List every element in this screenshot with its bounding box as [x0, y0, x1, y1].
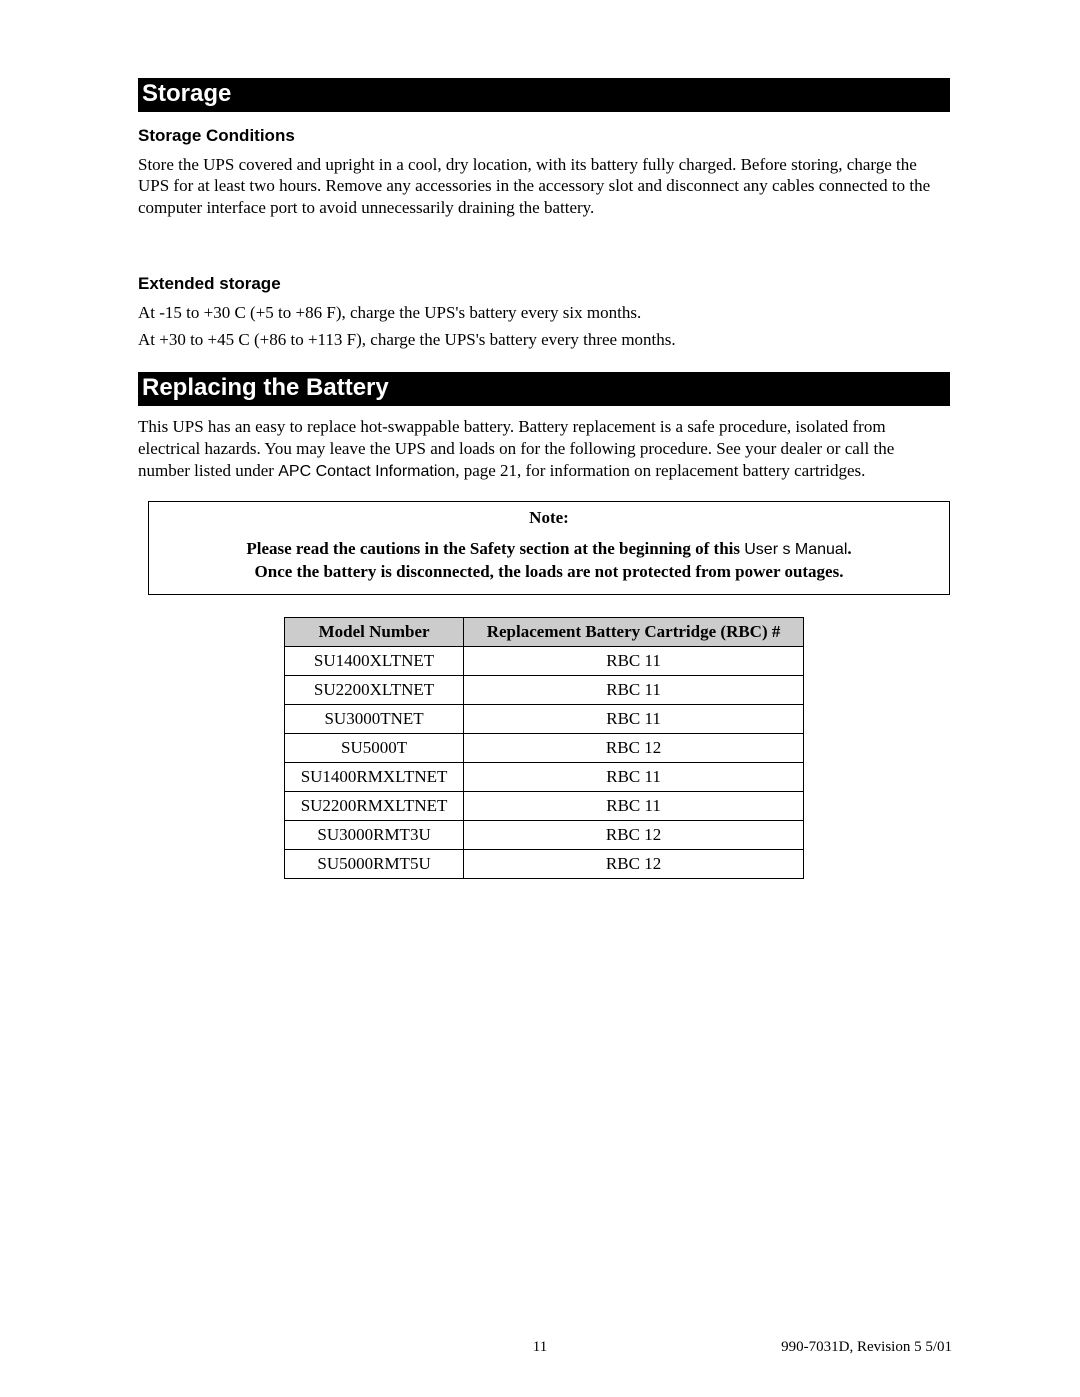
table-cell: SU2200XLTNET: [285, 676, 464, 705]
note-line1-sans: User s Manual: [744, 541, 847, 558]
table-row: SU5000TRBC 12: [285, 734, 804, 763]
col-model-number: Model Number: [285, 618, 464, 647]
text-replacing-intro-part2: , page 21, for information on replacemen…: [455, 461, 865, 480]
doc-id: 990-7031D, Revision 5 5/01: [781, 1339, 952, 1356]
heading-storage-conditions: Storage Conditions: [138, 126, 950, 146]
table-cell: SU2200RMXLTNET: [285, 792, 464, 821]
table-cell: RBC 12: [464, 734, 804, 763]
text-replacing-intro-sans: APC Contact Information: [278, 463, 455, 480]
rbc-table: Model Number Replacement Battery Cartrid…: [284, 617, 804, 879]
table-row: SU5000RMT5URBC 12: [285, 850, 804, 879]
table-header-row: Model Number Replacement Battery Cartrid…: [285, 618, 804, 647]
document-page: Storage Storage Conditions Store the UPS…: [0, 0, 1080, 1397]
table-cell: RBC 11: [464, 705, 804, 734]
table-cell: RBC 11: [464, 792, 804, 821]
table-cell: SU1400XLTNET: [285, 647, 464, 676]
table-row: SU3000TNETRBC 11: [285, 705, 804, 734]
table-cell: SU3000TNET: [285, 705, 464, 734]
table-cell: RBC 11: [464, 647, 804, 676]
section-header-replacing: Replacing the Battery: [138, 372, 950, 406]
text-extended-line1: At -15 to +30 C (+5 to +86 F), charge th…: [138, 302, 950, 323]
table-row: SU2200XLTNETRBC 11: [285, 676, 804, 705]
table-cell: RBC 11: [464, 763, 804, 792]
heading-extended-storage: Extended storage: [138, 274, 950, 294]
note-line1-period: .: [847, 539, 851, 558]
note-box: Note: Please read the cautions in the Sa…: [148, 501, 950, 595]
section-header-storage: Storage: [138, 78, 950, 112]
note-line-1: Please read the cautions in the Safety s…: [159, 538, 939, 561]
col-rbc-number: Replacement Battery Cartridge (RBC) #: [464, 618, 804, 647]
table-cell: RBC 11: [464, 676, 804, 705]
table-cell: SU5000T: [285, 734, 464, 763]
text-storage-conditions: Store the UPS covered and upright in a c…: [138, 154, 950, 218]
table-cell: RBC 12: [464, 821, 804, 850]
table-cell: SU5000RMT5U: [285, 850, 464, 879]
table-row: SU3000RMT3URBC 12: [285, 821, 804, 850]
table-cell: RBC 12: [464, 850, 804, 879]
table-row: SU1400XLTNETRBC 11: [285, 647, 804, 676]
note-line-2: Once the battery is disconnected, the lo…: [159, 561, 939, 584]
text-extended-line2: At +30 to +45 C (+86 to +113 F), charge …: [138, 329, 950, 350]
note-title: Note:: [159, 508, 939, 528]
table-cell: SU3000RMT3U: [285, 821, 464, 850]
note-line1-bold: Please read the cautions in the Safety s…: [246, 539, 744, 558]
text-replacing-intro: This UPS has an easy to replace hot-swap…: [138, 416, 950, 483]
table-cell: SU1400RMXLTNET: [285, 763, 464, 792]
table-row: SU2200RMXLTNETRBC 11: [285, 792, 804, 821]
table-row: SU1400RMXLTNETRBC 11: [285, 763, 804, 792]
